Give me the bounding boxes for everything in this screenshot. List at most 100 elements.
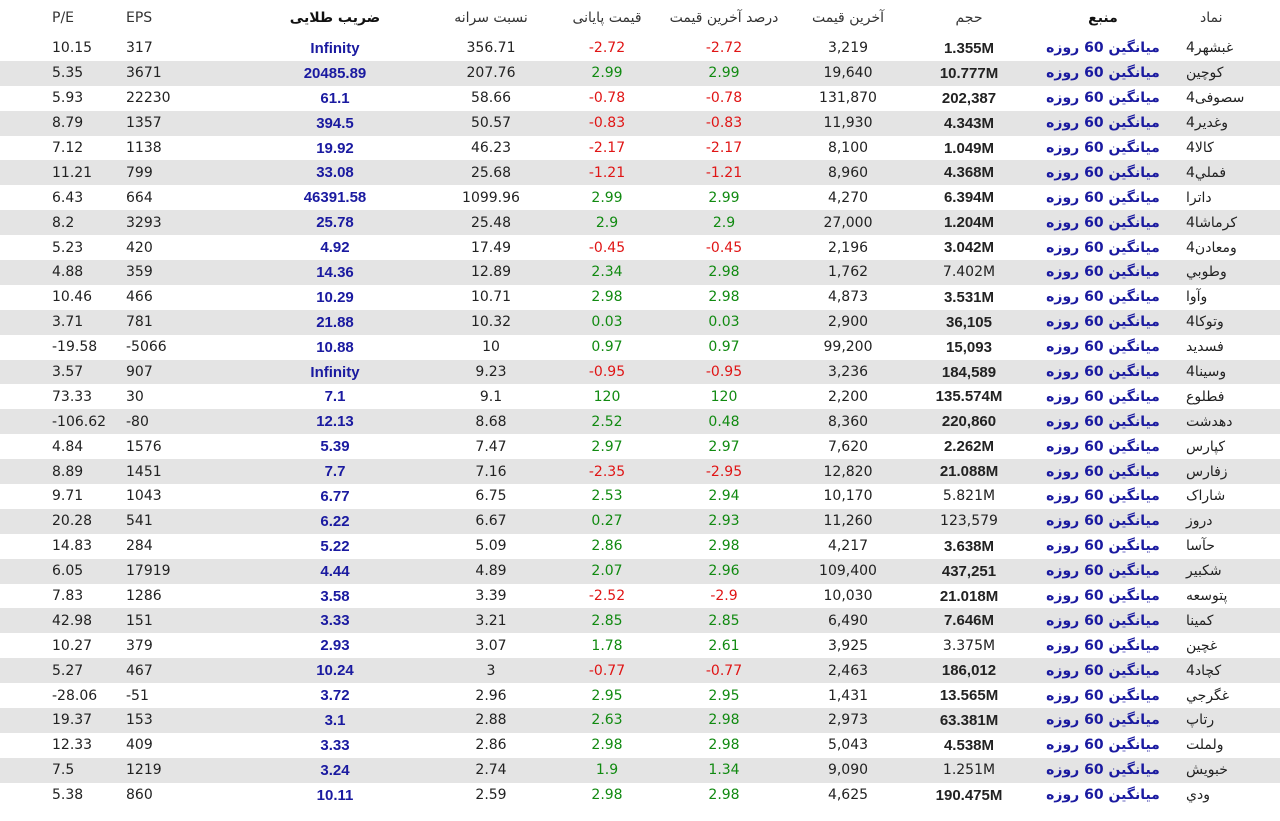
cell-symbol[interactable]: کپارس <box>1186 438 1226 455</box>
cell-close-price: 1.9 <box>552 757 662 783</box>
table-row[interactable]: 4.88 359 14.36 12.89 2.34 2.98 1,762 7.402M میان… <box>0 260 1280 285</box>
cell-symbol[interactable]: وتوکا4 <box>1178 309 1280 335</box>
header-gold-ratio[interactable]: ضریب طلایی <box>289 10 381 26</box>
table-row[interactable]: 10.27 379 2.93 3.07 1.78 2.61 3,925 3.375M میانگ… <box>0 633 1280 658</box>
cell-symbol[interactable]: فسديد <box>1186 339 1224 356</box>
cell-symbol[interactable]: حآسا <box>1186 538 1215 555</box>
cell-last-pct: -0.95 <box>662 359 786 385</box>
table-row[interactable]: 3.71 781 21.88 10.32 0.03 0.03 2,900 36,105 میان… <box>0 309 1280 335</box>
cell-symbol[interactable]: خبويش <box>1178 757 1280 783</box>
cell-symbol[interactable]: وطوبي <box>1178 260 1280 285</box>
table-row[interactable]: 5.27 467 10.24 3 -0.77 -0.77 2,463 186,012 میانگ… <box>0 658 1280 684</box>
table-row[interactable]: 5.38 860 10.11 2.59 2.98 2.98 4,625 190.475M میا… <box>0 783 1280 808</box>
table-row[interactable]: -106.62 -80 12.13 8.68 2.52 0.48 8,360 220,860 م… <box>0 409 1280 435</box>
cell-symbol[interactable]: کمینا <box>1178 608 1280 634</box>
cell-pe: 3.57 <box>0 359 122 385</box>
cell-eps: 907 <box>122 359 240 385</box>
cell-gold-ratio: 10.29 <box>316 288 354 306</box>
table-row[interactable]: 73.33 30 7.1 9.1 120 120 2,200 135.574M میانگین … <box>0 384 1280 409</box>
cell-pe: 73.33 <box>52 388 93 405</box>
table-row[interactable]: 4.84 1576 5.39 7.47 2.97 2.97 7,620 2.262M میانگ… <box>0 434 1280 459</box>
cell-symbol[interactable]: غچین <box>1186 637 1218 654</box>
cell-symbol[interactable]: فملي4 <box>1178 160 1280 186</box>
cell-symbol[interactable]: شکبیر <box>1178 558 1280 584</box>
cell-symbol[interactable]: رتاپ <box>1178 708 1280 733</box>
table-row[interactable]: -19.58 -5066 10.88 10 0.97 0.97 99,200 15,093 می… <box>0 335 1280 360</box>
table-row[interactable]: 12.33 409 3.33 2.86 2.98 2.98 5,043 4.538M میانگ… <box>0 733 1280 758</box>
table-row[interactable]: 8.79 1357 394.5 50.57 -0.83 -0.83 11,930 4.343M… <box>0 110 1280 136</box>
cell-volume: 2.262M <box>943 438 995 456</box>
table-row[interactable]: 10.15 317 Infinity 356.71 -2.72 -2.72 3,219 1.3… <box>0 36 1280 61</box>
header-close-price[interactable]: قیمت پایانی <box>572 10 642 26</box>
cell-last-price: 8,100 <box>827 140 869 156</box>
table-row[interactable]: 8.2 3293 25.78 25.48 2.9 2.9 27,000 1.204M میانگ… <box>0 210 1280 236</box>
header-volume[interactable]: حجم <box>955 10 983 26</box>
table-row[interactable]: 5.93 22230 61.1 58.66 -0.78 -0.78 131,870 202,3… <box>0 86 1280 111</box>
cell-gold-ratio: 10.88 <box>316 338 354 356</box>
cell-source: میانگین 60 روزه <box>1028 110 1178 136</box>
cell-last-pct: 2.96 <box>662 558 786 584</box>
table-row[interactable]: 11.21 799 33.08 25.68 -1.21 -1.21 8,960 4.368M م… <box>0 160 1280 186</box>
cell-last-price: 2,973 <box>786 708 910 733</box>
table-row[interactable]: 7.83 1286 3.58 3.39 -2.52 -2.9 10,030 21.018M می… <box>0 584 1280 609</box>
cell-per-capita: 58.66 <box>470 90 512 107</box>
header-last-price[interactable]: آخرین قیمت <box>811 10 885 26</box>
cell-volume: 21.088M <box>910 459 1028 485</box>
cell-symbol[interactable]: کوچین <box>1178 60 1280 86</box>
table-row[interactable]: 5.23 420 4.92 17.49 -0.45 -0.45 2,196 3.042M میا… <box>0 235 1280 260</box>
cell-symbol[interactable]: زفارس <box>1178 459 1280 485</box>
header-per-capita[interactable]: نسبت سرانه <box>454 10 528 26</box>
table-row[interactable]: 14.83 284 5.22 5.09 2.86 2.98 4,217 3.638M میانگ… <box>0 534 1280 559</box>
cell-per-capita: 2.86 <box>475 737 507 754</box>
table-row[interactable]: 3.57 907 Infinity 9.23 -0.95 -0.95 3,236 184,58… <box>0 359 1280 385</box>
cell-last-price: 10,170 <box>823 488 873 505</box>
cell-symbol[interactable]: وآوا <box>1186 289 1208 306</box>
header-last-pct[interactable]: درصد آخرین قیمت <box>669 10 779 26</box>
cell-volume: 4.538M <box>943 736 995 754</box>
cell-symbol[interactable]: سصوفی4 <box>1186 90 1245 107</box>
cell-pe: 5.35 <box>0 60 122 86</box>
table-row[interactable]: 9.71 1043 6.77 6.75 2.53 2.94 10,170 5.821M میان… <box>0 484 1280 509</box>
cell-symbol[interactable]: غبشهر4 <box>1186 40 1234 57</box>
cell-source: میانگین 60 روزه <box>1046 538 1160 555</box>
table-row[interactable]: 7.12 1138 19.92 46.23 -2.17 -2.17 8,100 1.049M م… <box>0 136 1280 161</box>
table-row[interactable]: 8.89 1451 7.7 7.16 -2.35 -2.95 12,820 21.088M می… <box>0 459 1280 485</box>
cell-symbol[interactable]: کچاد4 <box>1178 658 1280 684</box>
cell-symbol[interactable]: کرماشا4 <box>1178 210 1280 236</box>
cell-pe: 14.83 <box>52 538 93 555</box>
table-row[interactable]: 7.5 1219 3.24 2.74 1.9 1.34 9,090 1.251M میانگین… <box>0 757 1280 783</box>
cell-symbol[interactable]: ودي <box>1186 787 1210 804</box>
cell-close-price: -0.95 <box>552 359 662 385</box>
cell-last-pct: 2.98 <box>662 708 786 733</box>
header-pe[interactable]: P/E <box>52 10 75 26</box>
cell-close-price: 2.98 <box>591 787 623 804</box>
cell-symbol[interactable]: وغدیر4 <box>1178 110 1280 136</box>
cell-last-price: 11,260 <box>786 508 910 534</box>
cell-symbol[interactable]: شاراک <box>1186 488 1226 505</box>
cell-symbol[interactable]: دروز <box>1178 508 1280 534</box>
header-source[interactable]: منبع <box>1088 10 1118 26</box>
cell-symbol[interactable]: وسينا4 <box>1178 359 1280 385</box>
cell-symbol[interactable]: داترا <box>1186 189 1212 206</box>
table-row[interactable]: 19.37 153 3.1 2.88 2.63 2.98 2,973 63.381M میانگ… <box>0 708 1280 733</box>
table-row[interactable]: 20.28 541 6.22 6.67 0.27 2.93 11,260 123,579 میا… <box>0 508 1280 534</box>
cell-close-price: 2.98 <box>591 289 623 306</box>
table-row[interactable]: -28.06 -51 3.72 2.96 2.95 2.95 1,431 13.565M میا… <box>0 683 1280 708</box>
header-eps[interactable]: EPS <box>126 10 153 26</box>
cell-symbol[interactable]: ولملت <box>1186 737 1224 754</box>
cell-symbol[interactable]: ومعادن4 <box>1186 239 1237 256</box>
cell-symbol[interactable]: دهدشت <box>1178 409 1280 435</box>
cell-eps: 359 <box>122 260 240 285</box>
cell-pe: 7.12 <box>52 140 84 156</box>
table-row[interactable]: 6.43 664 46391.58 1099.96 2.99 2.99 4,270 6.394… <box>0 185 1280 210</box>
cell-symbol[interactable]: پتوسعه <box>1186 588 1228 605</box>
table-row[interactable]: 42.98 151 3.33 3.21 2.85 2.85 6,490 7.646M میانگ… <box>0 608 1280 634</box>
cell-symbol[interactable]: فطلوع <box>1186 388 1225 405</box>
cell-symbol[interactable]: غگرجي <box>1186 687 1230 704</box>
cell-volume: 1.204M <box>910 210 1028 236</box>
table-row[interactable]: 10.46 466 10.29 10.71 2.98 2.98 4,873 3.531M میا… <box>0 285 1280 310</box>
table-row[interactable]: 5.35 3671 20485.89 207.76 2.99 2.99 19,640 10.7… <box>0 60 1280 86</box>
table-row[interactable]: 6.05 17919 4.44 4.89 2.07 2.96 109,400 437,251 م… <box>0 558 1280 584</box>
header-symbol[interactable]: نماد <box>1200 10 1223 26</box>
cell-symbol[interactable]: کالا4 <box>1186 140 1214 156</box>
